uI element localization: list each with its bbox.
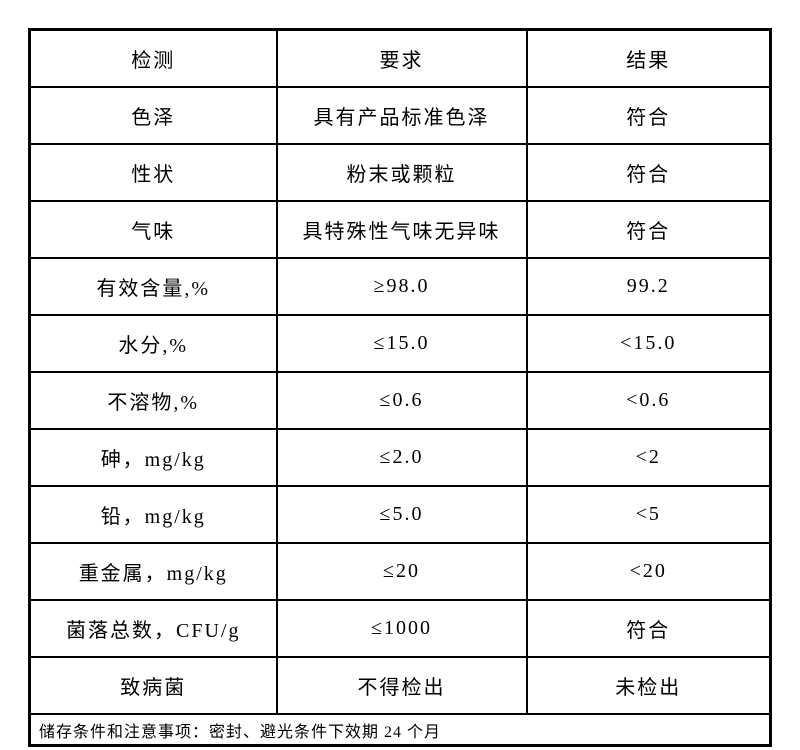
result-cell: 符合 [525, 86, 772, 145]
result-cell: 符合 [525, 599, 772, 658]
requirement-cell: ≤20 [275, 542, 528, 601]
test-item-cell: 不溶物,% [28, 371, 278, 430]
row-odor: 气味 具特殊性气味无异味 符合 [28, 200, 772, 259]
test-item-cell: 砷，mg/kg [28, 428, 278, 487]
row-appearance: 性状 粉末或颗粒 符合 [28, 143, 772, 202]
result-cell: <20 [525, 542, 772, 601]
row-color-luster: 色泽 具有产品标准色泽 符合 [28, 86, 772, 145]
requirement-cell: ≤0.6 [275, 371, 528, 430]
row-arsenic: 砷，mg/kg ≤2.0 <2 [28, 428, 772, 487]
result-cell: <5 [525, 485, 772, 544]
requirement-cell: 粉末或颗粒 [275, 143, 528, 202]
test-item-cell: 色泽 [28, 86, 278, 145]
requirement-cell: ≤15.0 [275, 314, 528, 373]
header-cell-test: 检测 [28, 28, 278, 88]
requirement-cell: ≤5.0 [275, 485, 528, 544]
test-item-cell: 气味 [28, 200, 278, 259]
result-cell: 符合 [525, 200, 772, 259]
requirement-cell: 具特殊性气味无异味 [275, 200, 528, 259]
row-total-bacteria-count: 菌落总数，CFU/g ≤1000 符合 [28, 599, 772, 658]
row-pathogenic-bacteria: 致病菌 不得检出 未检出 [28, 656, 772, 715]
storage-conditions-note: 储存条件和注意事项：密封、避光条件下效期 24 个月 [28, 713, 772, 747]
row-heavy-metals: 重金属，mg/kg ≤20 <20 [28, 542, 772, 601]
test-item-cell: 有效含量,% [28, 257, 278, 316]
header-cell-result: 结果 [525, 28, 772, 88]
requirement-cell: ≥98.0 [275, 257, 528, 316]
header-cell-requirement: 要求 [275, 28, 528, 88]
test-item-cell: 铅，mg/kg [28, 485, 278, 544]
result-cell: 99.2 [525, 257, 772, 316]
footer-row: 储存条件和注意事项：密封、避光条件下效期 24 个月 [28, 713, 772, 747]
result-cell: 符合 [525, 143, 772, 202]
row-insolubles: 不溶物,% ≤0.6 <0.6 [28, 371, 772, 430]
result-cell: <0.6 [525, 371, 772, 430]
requirement-cell: ≤1000 [275, 599, 528, 658]
test-item-cell: 菌落总数，CFU/g [28, 599, 278, 658]
requirement-cell: 具有产品标准色泽 [275, 86, 528, 145]
result-cell: 未检出 [525, 656, 772, 715]
result-cell: <15.0 [525, 314, 772, 373]
row-moisture: 水分,% ≤15.0 <15.0 [28, 314, 772, 373]
test-item-cell: 致病菌 [28, 656, 278, 715]
row-active-content: 有效含量,% ≥98.0 99.2 [28, 257, 772, 316]
requirement-cell: 不得检出 [275, 656, 528, 715]
spec-table: 检测 要求 结果 色泽 具有产品标准色泽 符合 性状 粉末或颗粒 符合 气味 具… [28, 28, 772, 747]
requirement-cell: ≤2.0 [275, 428, 528, 487]
result-cell: <2 [525, 428, 772, 487]
header-row: 检测 要求 结果 [28, 28, 772, 88]
test-item-cell: 重金属，mg/kg [28, 542, 278, 601]
row-lead: 铅，mg/kg ≤5.0 <5 [28, 485, 772, 544]
test-item-cell: 水分,% [28, 314, 278, 373]
test-item-cell: 性状 [28, 143, 278, 202]
